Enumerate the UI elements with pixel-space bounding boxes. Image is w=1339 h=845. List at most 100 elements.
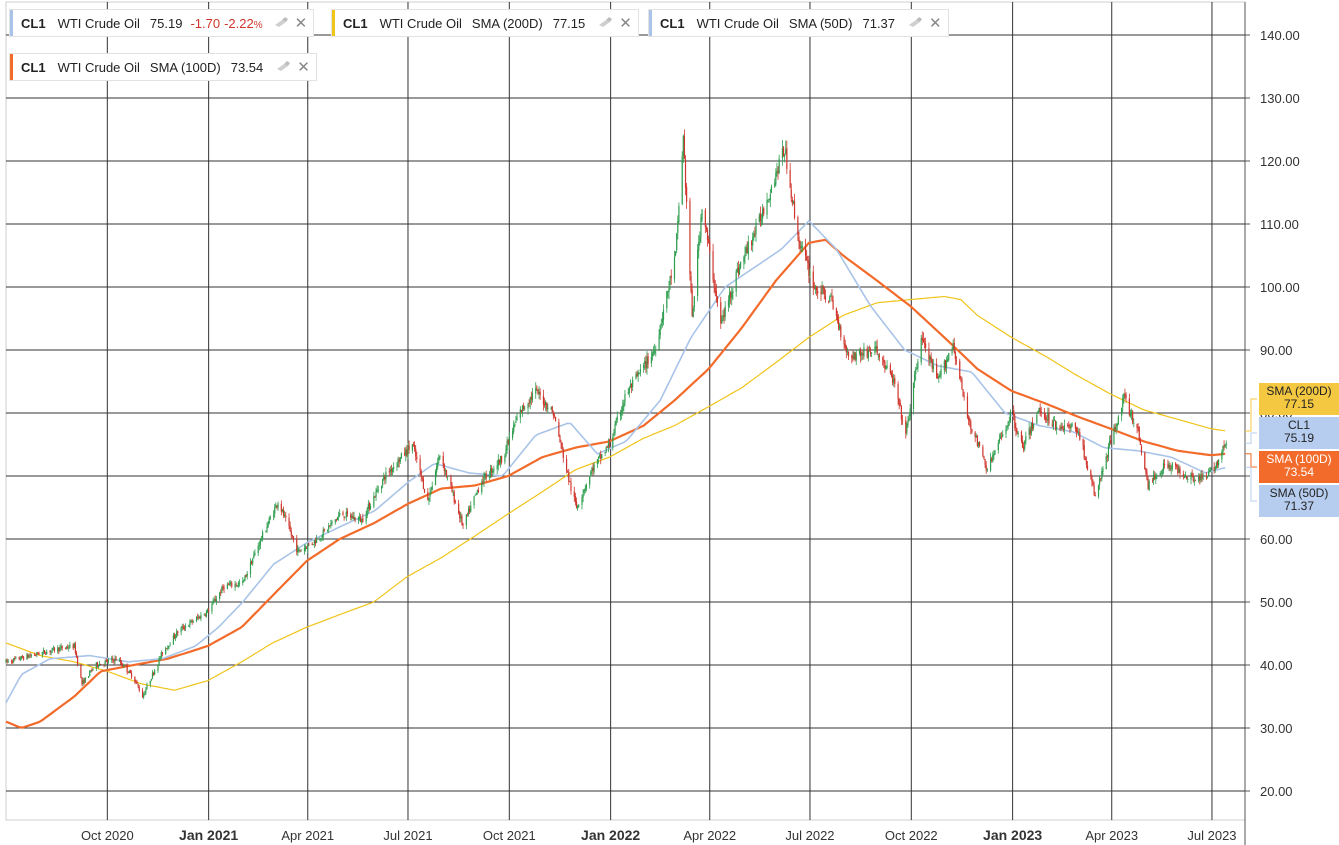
candle-body — [96, 662, 99, 667]
legend-name: WTI Crude Oil — [57, 59, 140, 75]
y-tick-label: 50.00 — [1260, 595, 1293, 610]
candle-body — [600, 454, 602, 459]
candle-body — [989, 458, 992, 471]
candle-body — [731, 292, 733, 299]
candle-body — [744, 253, 746, 258]
badge-value: 71.37 — [1283, 499, 1315, 513]
candle-body — [335, 519, 337, 521]
candle-body — [415, 448, 417, 457]
candle-body — [127, 672, 129, 674]
x-tick-label: Jul 2023 — [1187, 828, 1236, 843]
candle-body — [206, 609, 209, 612]
candle-body — [1162, 463, 1165, 471]
candle-body — [581, 496, 583, 505]
candle-body — [273, 514, 275, 517]
candle-body — [428, 497, 430, 501]
candle-body — [832, 300, 834, 309]
candle-body — [1008, 420, 1010, 422]
candle-body — [654, 350, 656, 354]
indicator-settings-icon[interactable] — [907, 16, 923, 30]
candle-body — [180, 627, 182, 633]
candle-body — [998, 438, 1000, 443]
candle-body — [350, 514, 352, 518]
candle-body — [406, 449, 408, 455]
candle-body — [366, 508, 368, 516]
candle-body — [578, 505, 580, 507]
close-icon[interactable]: ✕ — [929, 15, 942, 32]
candle-body — [930, 356, 932, 361]
candle-body — [1079, 432, 1081, 440]
candle-body — [230, 582, 232, 584]
candle-body — [901, 420, 904, 422]
candle-body — [1074, 422, 1076, 429]
candle-body — [601, 454, 603, 458]
badge-label: SMA (200D) — [1266, 384, 1332, 398]
candle-body — [307, 544, 309, 550]
indicator-settings-icon[interactable] — [273, 16, 289, 30]
sma-path — [5, 220, 1226, 704]
candle-body — [274, 507, 276, 514]
candle-body — [67, 646, 69, 649]
candle-body — [560, 442, 562, 444]
close-icon[interactable]: ✕ — [294, 15, 308, 32]
candle-body — [1122, 397, 1124, 408]
candle-body — [115, 658, 117, 661]
candle-body — [190, 620, 192, 622]
candle-body — [755, 222, 757, 234]
candle-body — [558, 422, 560, 436]
candle-body — [506, 441, 508, 450]
y-tick-label: 100.00 — [1260, 280, 1300, 295]
indicator-settings-icon[interactable] — [597, 16, 613, 30]
close-icon[interactable]: ✕ — [297, 59, 310, 76]
legend-cl1[interactable]: CL1 WTI Crude Oil 75.19 -1.70 -2.22% ✕ — [9, 9, 315, 37]
candle-body — [400, 453, 402, 458]
close-icon[interactable]: ✕ — [619, 15, 632, 32]
candle-body — [188, 625, 190, 627]
candle-body — [192, 621, 194, 623]
candle-body — [508, 437, 510, 445]
candle-body — [1224, 444, 1226, 447]
candle-body — [285, 515, 287, 518]
candle-body — [59, 647, 61, 652]
candle-body — [839, 325, 841, 330]
candle-body — [697, 250, 699, 296]
candle-body — [570, 482, 572, 491]
candle-body — [172, 635, 174, 645]
legend-sma-50[interactable]: CL1 WTI Crude Oil SMA (50D) 71.37 ✕ — [648, 9, 949, 37]
candle-body — [504, 455, 506, 463]
candle-body — [701, 209, 703, 220]
legend-sma-100[interactable]: CL1 WTI Crude Oil SMA (100D) 73.54 ✕ — [9, 53, 317, 81]
candle-body — [311, 543, 313, 545]
candle-body — [331, 521, 333, 524]
candle-body — [728, 292, 731, 302]
candle-body — [215, 599, 217, 602]
candle-body — [1056, 426, 1058, 430]
candle-body — [34, 654, 36, 656]
indicator-settings-icon[interactable] — [275, 60, 291, 74]
candle-body — [985, 465, 987, 471]
candle-body — [606, 447, 608, 448]
candle-body — [808, 262, 810, 276]
candle-body — [249, 562, 252, 575]
candle-body — [106, 660, 108, 662]
candle-body — [845, 346, 847, 353]
candle-body — [284, 515, 286, 516]
candle-body — [619, 413, 622, 416]
candle-body — [275, 504, 277, 508]
candle-body — [344, 517, 346, 519]
candle-body — [858, 350, 861, 354]
candle-body — [552, 412, 554, 416]
candle-body — [844, 343, 846, 348]
legend-name: WTI Crude Oil — [57, 15, 140, 31]
candle-body — [561, 443, 563, 449]
candle-body — [862, 353, 864, 356]
candle-body — [1147, 479, 1149, 489]
candle-body — [822, 286, 824, 289]
candle-body — [923, 343, 926, 345]
candle-body — [321, 536, 323, 538]
x-tick-label: Oct 2022 — [885, 828, 938, 843]
legend-color-bar — [10, 54, 13, 80]
legend-sma-200[interactable]: CL1 WTI Crude Oil SMA (200D) 77.15 ✕ — [331, 9, 639, 37]
candle-body — [668, 286, 670, 292]
